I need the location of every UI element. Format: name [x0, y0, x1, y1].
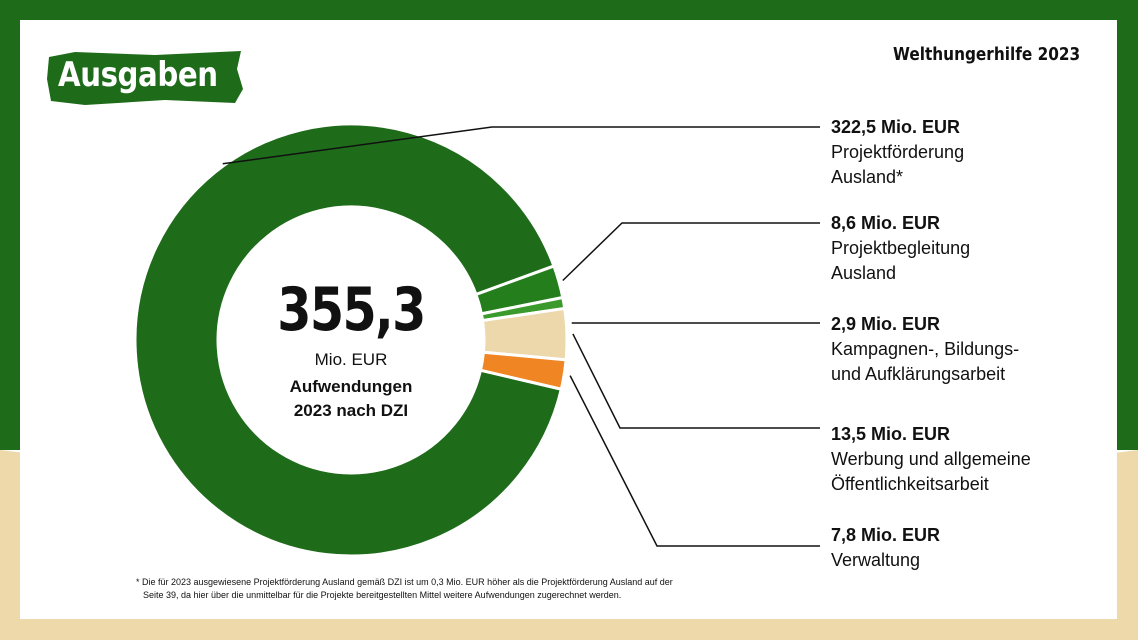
legend-name-line1: Verwaltung — [831, 550, 921, 570]
legend-name-line1: Kampagnen-, Bildungs- — [831, 339, 1020, 359]
legend-name-line2: Ausland — [831, 263, 897, 283]
legend-item-projektfoerderung: 322,5 Mio. EUR Projektförderung Ausland* — [831, 115, 1071, 190]
footnote-line2: Seite 39, da hier über die unmittelbar f… — [143, 590, 622, 600]
legend-name-line1: Projektförderung — [831, 142, 965, 162]
center-description: Aufwendungen 2023 nach DZI — [236, 375, 466, 423]
legend-value: 322,5 Mio. EUR — [831, 117, 961, 137]
donut-slice — [133, 122, 564, 558]
footnote-line1: * Die für 2023 ausgewiesene Projektförde… — [136, 577, 673, 587]
legend-value: 7,8 Mio. EUR — [831, 525, 941, 545]
legend-name-line1: Werbung und allgemeine — [831, 449, 1031, 469]
legend-name-line2: Öffentlichkeitsarbeit — [831, 474, 989, 494]
leader-line — [572, 333, 820, 429]
legend-value: 2,9 Mio. EUR — [831, 314, 941, 334]
center-description-line2: 2023 nach DZI — [293, 401, 409, 420]
leader-line — [569, 375, 820, 547]
leader-line — [222, 126, 820, 165]
org-year: Welthungerhilfe 2023 — [892, 44, 1080, 65]
legend-value: 13,5 Mio. EUR — [831, 424, 951, 444]
legend-item-verwaltung: 7,8 Mio. EUR Verwaltung — [831, 523, 1071, 573]
leader-line — [562, 222, 820, 282]
legend-item-projektbegleitung: 8,6 Mio. EUR Projektbegleitung Ausland — [831, 211, 1071, 286]
title-badge — [47, 51, 243, 105]
legend-name-line1: Projektbegleitung — [831, 238, 971, 258]
legend-item-kampagnen: 2,9 Mio. EUR Kampagnen-, Bildungs- und A… — [831, 312, 1071, 387]
footnote: * Die für 2023 ausgewiesene Projektförde… — [136, 576, 736, 602]
center-description-line1: Aufwendungen — [289, 377, 413, 396]
page-title: Ausgaben — [58, 55, 218, 95]
legend-name-line2: und Aufklärungsarbeit — [831, 364, 1006, 384]
center-unit: Mio. EUR — [314, 350, 388, 369]
legend-name-line2: Ausland* — [831, 167, 904, 187]
center-total: 355,3 — [277, 275, 426, 345]
legend-item-werbung: 13,5 Mio. EUR Werbung und allgemeine Öff… — [831, 422, 1071, 497]
legend-value: 8,6 Mio. EUR — [831, 213, 941, 233]
